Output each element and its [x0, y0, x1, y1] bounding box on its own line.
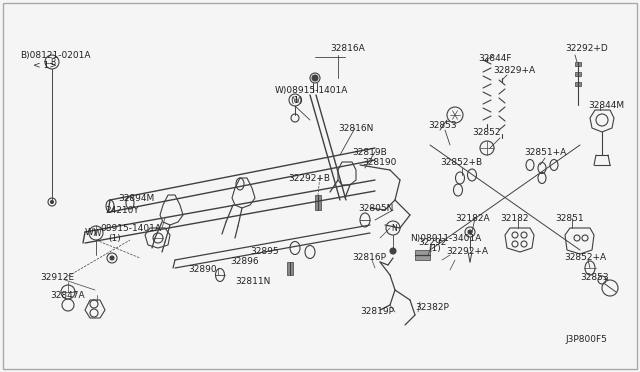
Bar [575, 62, 581, 66]
Text: 32851+A: 32851+A [524, 148, 566, 157]
Text: 32816P: 32816P [352, 253, 386, 263]
Circle shape [312, 75, 318, 81]
Text: 32896: 32896 [230, 257, 259, 266]
Text: B)08121-0201A: B)08121-0201A [20, 51, 90, 60]
Text: 32844F: 32844F [478, 54, 511, 62]
Text: 32819B: 32819B [352, 148, 387, 157]
Circle shape [468, 230, 472, 234]
Text: (1): (1) [428, 244, 441, 253]
Text: 32852: 32852 [472, 128, 500, 137]
Text: 32852+B: 32852+B [440, 157, 482, 167]
Text: N: N [391, 224, 397, 232]
Circle shape [110, 256, 114, 260]
Text: (1): (1) [290, 96, 303, 105]
Bar [575, 72, 581, 76]
Text: 32851: 32851 [555, 214, 584, 222]
Text: 32382P: 32382P [415, 304, 449, 312]
Text: 32829+A: 32829+A [493, 65, 535, 74]
Text: W)08915-1401A: W)08915-1401A [275, 86, 348, 94]
Text: 32816A: 32816A [330, 44, 365, 52]
Bar [575, 82, 581, 86]
Text: 32844M: 32844M [588, 100, 624, 109]
Text: B: B [51, 58, 56, 67]
Text: 32182: 32182 [500, 214, 529, 222]
Text: 32805N: 32805N [358, 203, 394, 212]
Text: 32811N: 32811N [235, 278, 270, 286]
Text: 32895: 32895 [250, 247, 278, 257]
Text: 328190: 328190 [362, 157, 396, 167]
Bar [315, 195, 321, 210]
Text: W): W) [85, 228, 97, 237]
Text: (1): (1) [108, 234, 121, 243]
Text: N)08911-3401A: N)08911-3401A [410, 234, 481, 243]
Bar [415, 250, 430, 260]
Circle shape [51, 201, 54, 203]
Text: 32853: 32853 [428, 121, 456, 129]
Text: W: W [93, 228, 100, 237]
Bar [287, 262, 293, 275]
Text: 32292+B: 32292+B [288, 173, 330, 183]
Text: W: W [292, 97, 300, 103]
Text: 32182A: 32182A [455, 214, 490, 222]
Text: J3P800F5: J3P800F5 [565, 336, 607, 344]
Text: 32890: 32890 [188, 266, 216, 275]
Text: 24210Y: 24210Y [105, 205, 139, 215]
Text: 32912E: 32912E [40, 273, 74, 282]
Text: 32852+A: 32852+A [564, 253, 606, 263]
Text: 32847A: 32847A [50, 291, 84, 299]
Text: 32816N: 32816N [338, 124, 373, 132]
Text: 32894M: 32894M [118, 193, 154, 202]
Text: 08915-1401A: 08915-1401A [100, 224, 161, 232]
Text: 32292+A: 32292+A [446, 247, 488, 257]
Text: 32853: 32853 [580, 273, 609, 282]
Text: < 1>: < 1> [33, 61, 57, 70]
Circle shape [390, 248, 396, 254]
Text: 32292+D: 32292+D [565, 44, 608, 52]
Text: 32819P: 32819P [360, 308, 394, 317]
Text: 32292: 32292 [418, 237, 446, 247]
